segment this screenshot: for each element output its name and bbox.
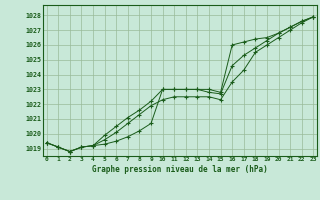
X-axis label: Graphe pression niveau de la mer (hPa): Graphe pression niveau de la mer (hPa) — [92, 165, 268, 174]
